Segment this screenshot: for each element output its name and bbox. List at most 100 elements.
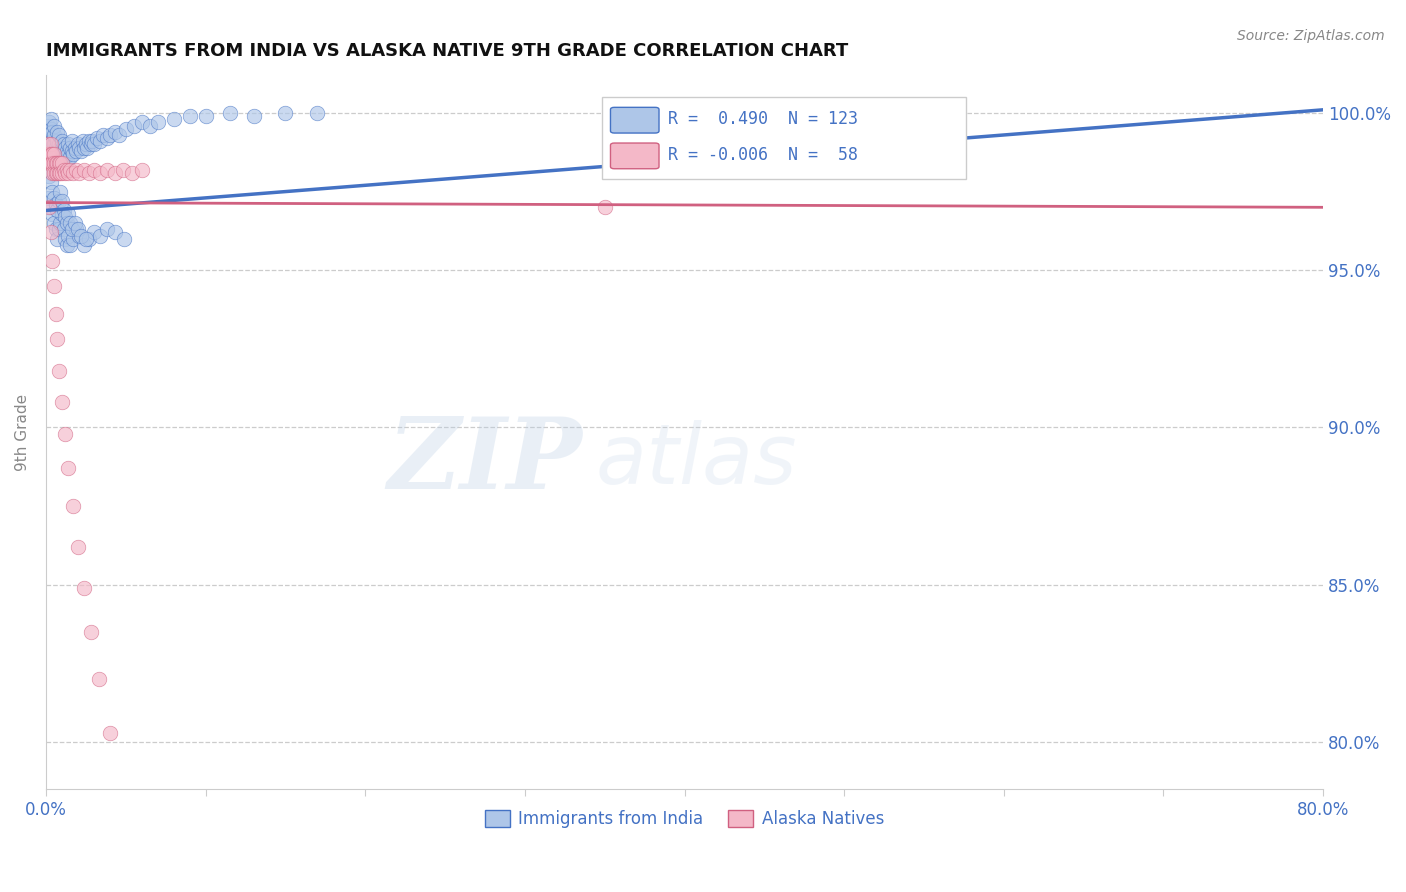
Point — [65, 144, 87, 158]
Point — [62, 499, 84, 513]
Point — [46, 166, 69, 180]
Point — [45, 140, 67, 154]
Point — [58, 137, 80, 152]
Point — [83, 226, 105, 240]
Point — [58, 206, 80, 220]
Point — [42, 156, 65, 170]
Point — [37, 128, 59, 142]
Point — [46, 156, 69, 170]
Point — [179, 109, 201, 123]
Point — [39, 140, 62, 154]
Point — [104, 125, 127, 139]
Point — [46, 333, 69, 347]
Point — [53, 166, 76, 180]
Point — [52, 146, 75, 161]
Point — [66, 222, 89, 236]
Point — [45, 156, 67, 170]
Point — [45, 222, 67, 236]
Point — [51, 156, 73, 170]
Point — [111, 162, 134, 177]
Point — [37, 146, 59, 161]
Point — [55, 162, 77, 177]
Point — [49, 156, 72, 170]
Point — [39, 226, 62, 240]
Point — [38, 156, 60, 170]
Point — [39, 131, 62, 145]
Point — [194, 109, 217, 123]
Point — [51, 166, 73, 180]
Point — [65, 162, 87, 177]
Point — [65, 222, 87, 236]
Point — [79, 624, 101, 639]
Point — [87, 672, 110, 686]
Point — [89, 134, 111, 148]
Point — [48, 364, 70, 378]
Text: IMMIGRANTS FROM INDIA VS ALASKA NATIVE 9TH GRADE CORRELATION CHART: IMMIGRANTS FROM INDIA VS ALASKA NATIVE 9… — [46, 42, 848, 60]
Point — [41, 206, 63, 220]
Point — [62, 232, 84, 246]
Point — [52, 222, 75, 236]
Point — [53, 140, 76, 154]
Point — [38, 125, 60, 139]
Point — [77, 232, 100, 246]
Point — [69, 228, 91, 243]
Point — [59, 140, 82, 154]
Point — [39, 175, 62, 189]
FancyBboxPatch shape — [602, 96, 966, 178]
Point — [59, 162, 82, 177]
Point — [51, 395, 73, 409]
Point — [42, 279, 65, 293]
Point — [41, 166, 63, 180]
Point — [108, 128, 131, 142]
Point — [274, 106, 297, 120]
Point — [51, 194, 73, 208]
Point — [55, 216, 77, 230]
Legend: Immigrants from India, Alaska Natives: Immigrants from India, Alaska Natives — [478, 803, 891, 834]
Point — [41, 144, 63, 158]
Point — [51, 153, 73, 168]
Point — [46, 134, 69, 148]
Point — [60, 134, 83, 148]
Point — [58, 166, 80, 180]
Point — [98, 128, 121, 142]
Point — [121, 166, 143, 180]
Point — [48, 156, 70, 170]
Point — [45, 166, 67, 180]
Point — [42, 216, 65, 230]
Point — [58, 228, 80, 243]
Point — [55, 144, 77, 158]
Text: atlas: atlas — [595, 420, 797, 501]
Point — [39, 200, 62, 214]
Point — [42, 137, 65, 152]
Point — [60, 144, 83, 158]
Point — [52, 137, 75, 152]
Point — [41, 253, 63, 268]
Point — [307, 106, 329, 120]
Point — [37, 119, 59, 133]
Point — [46, 125, 69, 139]
Point — [49, 185, 72, 199]
Point — [593, 200, 616, 214]
Point — [66, 540, 89, 554]
Point — [39, 156, 62, 170]
Point — [66, 137, 89, 152]
Point — [96, 131, 118, 145]
Point — [1344, 194, 1367, 208]
Point — [83, 137, 105, 152]
Point — [63, 140, 86, 154]
Point — [52, 162, 75, 177]
Point — [45, 197, 67, 211]
Point — [60, 222, 83, 236]
Point — [46, 203, 69, 218]
Point — [89, 166, 111, 180]
Point — [39, 137, 62, 152]
Point — [73, 140, 96, 154]
Point — [96, 222, 118, 236]
Point — [51, 144, 73, 158]
Point — [46, 232, 69, 246]
Point — [89, 228, 111, 243]
Point — [82, 134, 104, 148]
Point — [38, 191, 60, 205]
Point — [38, 146, 60, 161]
Point — [70, 228, 93, 243]
